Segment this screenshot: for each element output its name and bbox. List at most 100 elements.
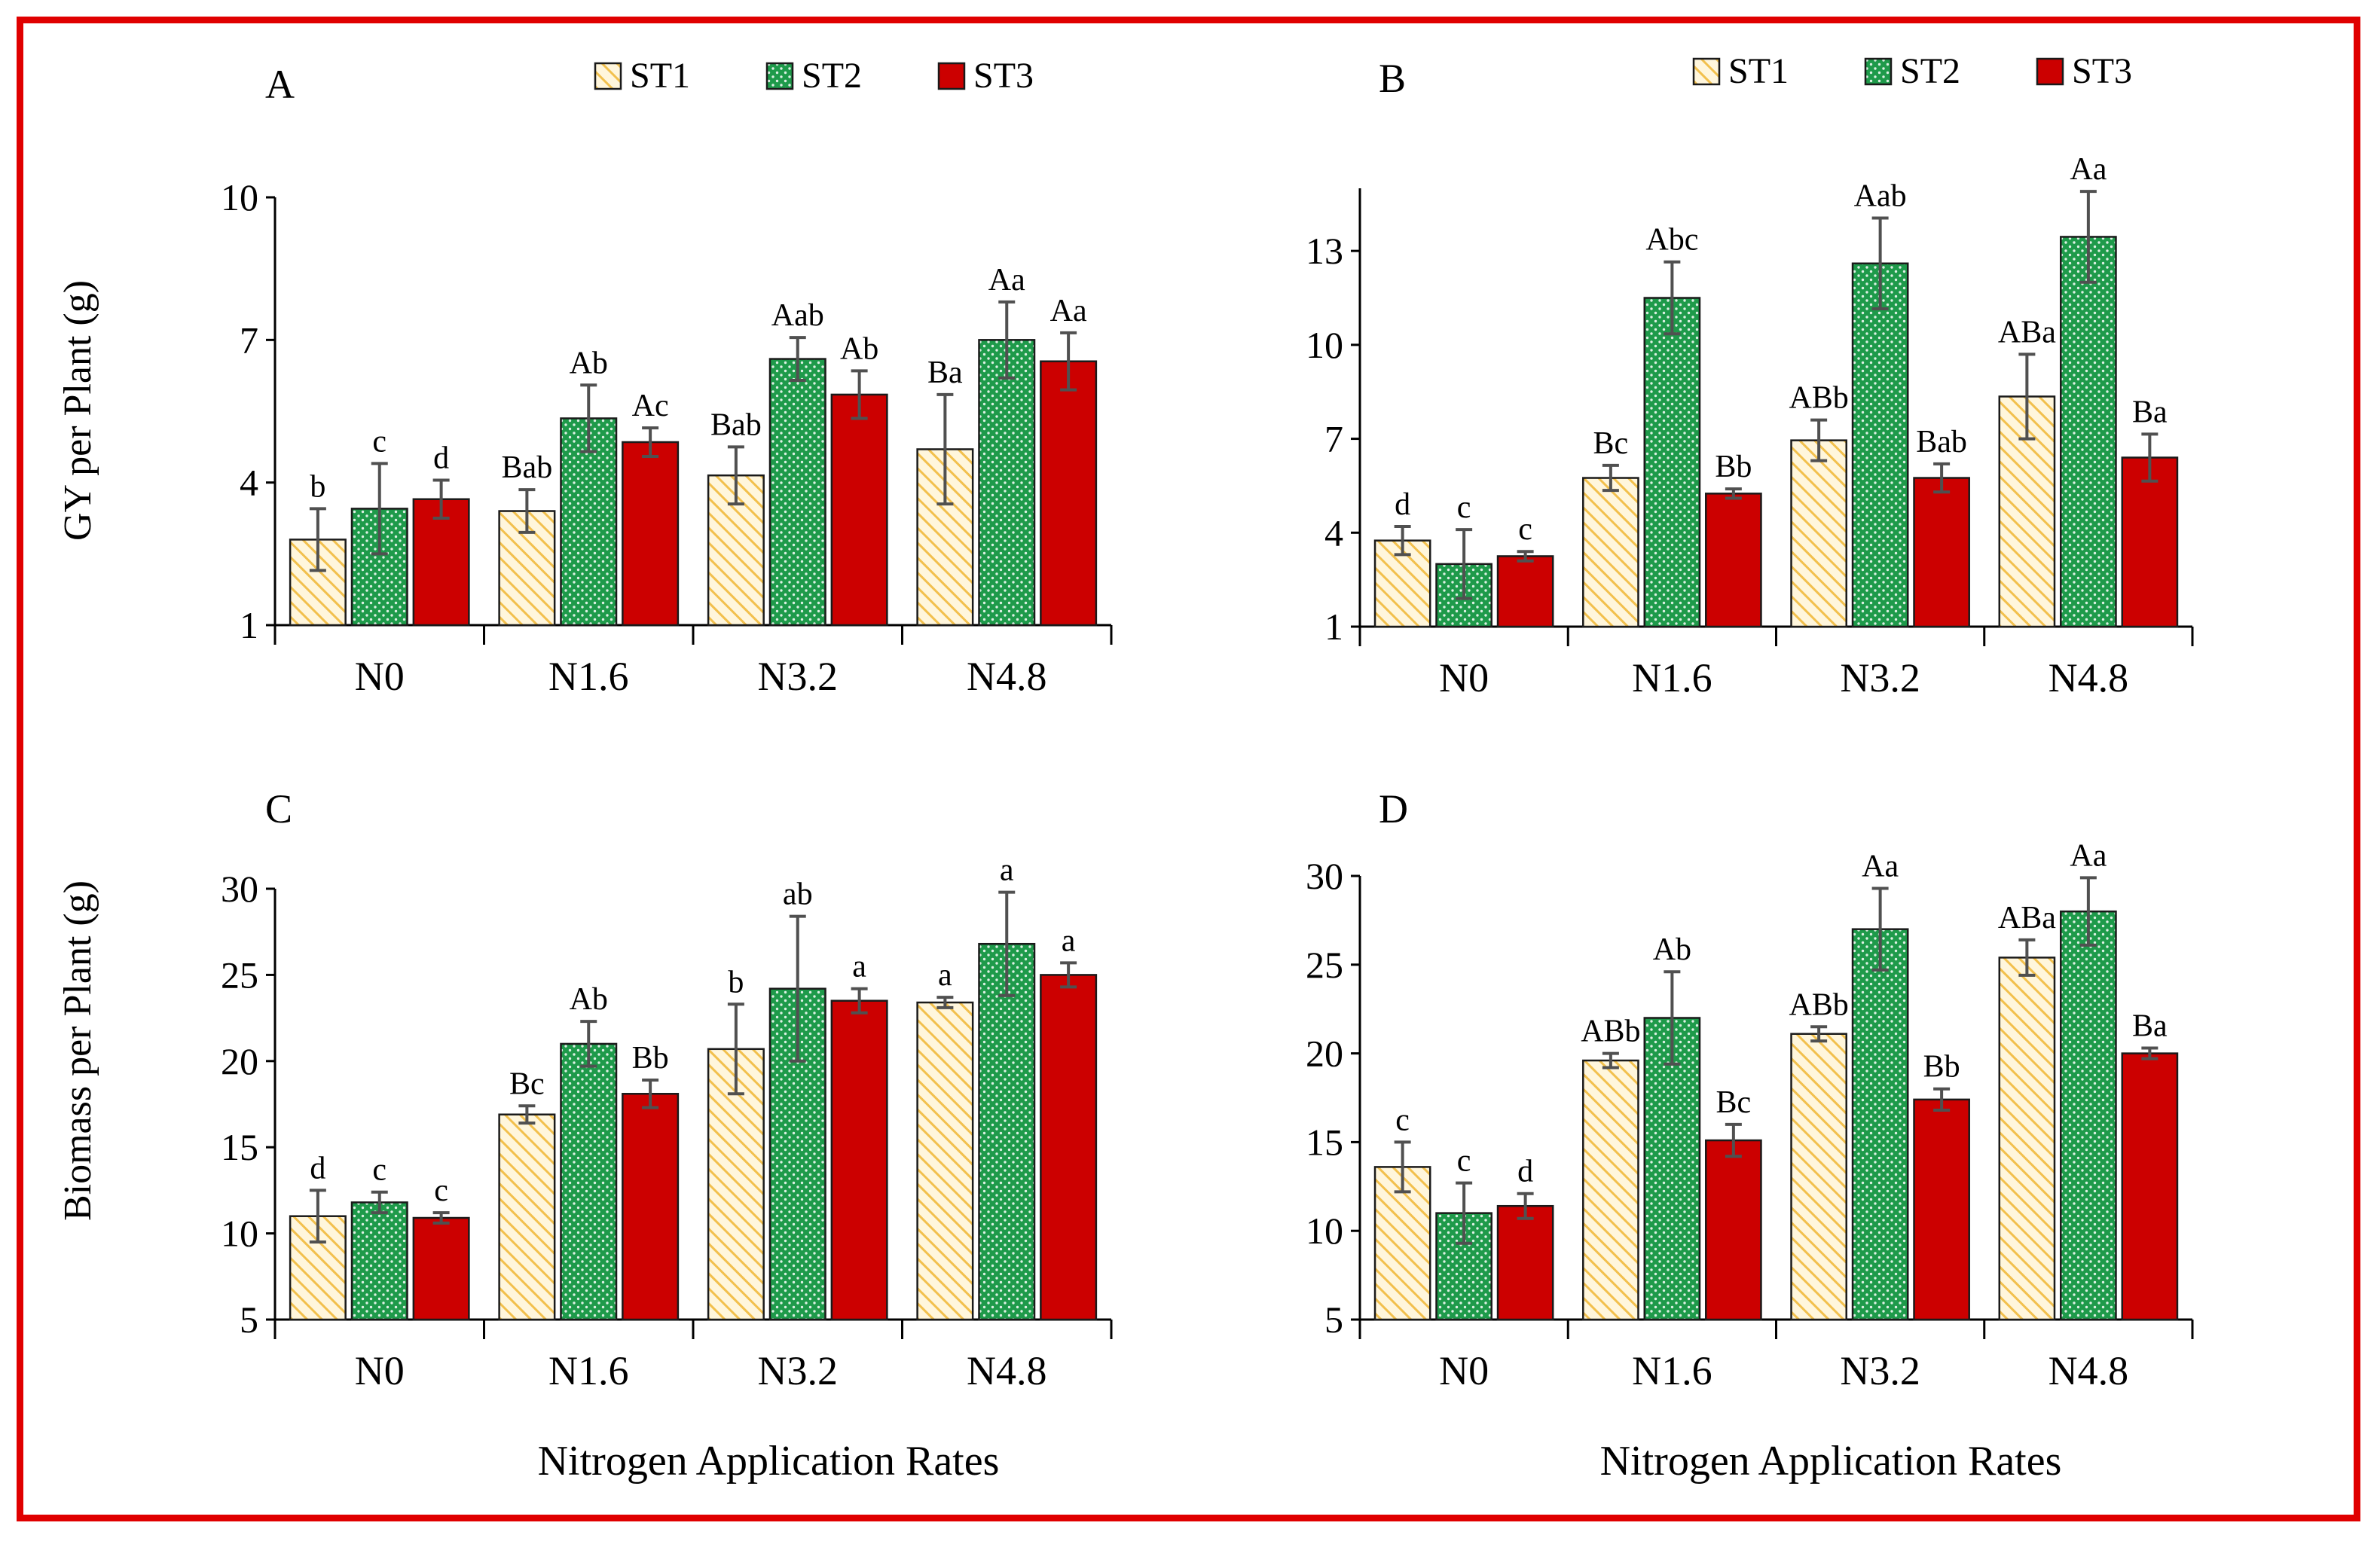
error-bar [1517,1192,1534,1220]
significance-label: Bb [1715,450,1752,484]
legend-swatch-st1 [594,62,622,90]
y-tick-label: 30 [221,868,258,910]
bar-st3-n0 [1496,1204,1554,1321]
bar-st2-n3-2 [1851,928,1909,1321]
error-bar [851,987,868,1015]
bar-st3-n1-6 [622,1093,680,1321]
bar-st3-n4-8 [2121,456,2179,628]
panel-C: C 5 10 15 20 25 30 N0 N1.6 N3.2 N4.8 d Bc b a c Ab ab a c Bb… [57,786,1113,1485]
x-tick-label: N0 [1439,1348,1489,1393]
error-bar [2141,432,2158,483]
significance-label: Aa [1050,294,1087,328]
y-tick-label: 15 [221,1126,258,1168]
significance-label: Aa [1862,849,1899,883]
y-tick-label: 4 [240,462,258,504]
error-bar [1394,524,1411,557]
x-axis-title: Nitrogen Application Rates [538,1438,1000,1485]
panel-label: C [265,786,292,832]
y-tick-label: 20 [221,1040,258,1082]
error-bar [1456,1181,1473,1245]
error-bar [998,300,1016,380]
error-bar [851,369,868,420]
error-bar [580,383,597,453]
error-bar [309,1189,326,1244]
significance-label: Ba [2132,1009,2168,1044]
legend: ST1 ST2 ST3 [1692,51,2132,91]
error-bar [371,462,388,556]
significance-label: Bb [632,1041,669,1076]
legend-swatch-st2 [1864,57,1893,86]
y-tick-label: 4 [1324,511,1343,554]
error-bar [1664,970,1681,1066]
significance-label: d [1517,1155,1533,1189]
significance-label: Aa [2070,152,2107,187]
significance-label: Bb [1923,1050,1960,1085]
error-bar [2141,1046,2158,1060]
error-bar [1602,463,1619,493]
x-tick-label: N3.2 [1840,1348,1920,1393]
significance-label: Aa [988,263,1025,298]
error-bar [1060,961,1077,989]
bar-st1-n3-2 [1790,439,1847,628]
error-bar [371,1190,388,1215]
y-tick-label: 5 [1324,1298,1343,1341]
panel-A: A 1 4 7 10 N0 N1.6 N3.2 N4.8 b Bab Bab Ba c Ab Aab Aa d Ac… [57,56,1113,699]
significance-label: Aab [1854,179,1907,213]
bar-st1-n3-2 [1790,1033,1847,1321]
significance-label: Ac [632,389,669,423]
legend-label: ST3 [2072,51,2132,91]
bar-st2-n3-2 [768,358,826,627]
x-tick-label: N3.2 [758,1348,839,1393]
bar-st3-n3-2 [830,999,888,1321]
legend: ST1 ST2 ST3 [594,56,1034,96]
error-bar [1602,1051,1619,1070]
bar-st1-n1-6 [498,1113,556,1321]
bar-st2-n1-6 [560,1042,618,1321]
error-bar [1725,487,1742,500]
bar-st2-n4-8 [978,942,1036,1321]
x-tick-label: N1.6 [548,1348,629,1393]
error-bar [936,392,954,506]
x-tick-label: N1.6 [548,654,629,699]
legend-label: ST2 [1900,51,1960,91]
error-bar [727,1002,744,1096]
bar-st2-n0 [350,1201,408,1321]
significance-label: b [310,469,325,504]
significance-label: Abc [1645,223,1698,258]
panel-label: A [265,62,295,107]
significance-label: c [1518,512,1532,547]
figure-border [17,17,2360,1521]
y-axis-title: GY per Plant (g) [57,280,99,541]
error-bar [642,426,659,458]
y-tick-label: 1 [240,604,258,646]
x-axis-title: Nitrogen Application Rates [1600,1438,2062,1485]
bar-st3-n0 [412,1216,470,1321]
x-tick-label: N0 [355,654,405,699]
error-bar [432,478,450,520]
significance-label: d [433,441,449,476]
legend-swatch-st1 [1692,57,1721,86]
bar-st2-n1-6 [1643,297,1701,628]
bar-st3-n4-8 [2121,1052,2179,1321]
x-tick-label: N3.2 [758,654,839,699]
significance-label: a [1000,853,1014,888]
significance-label: Ab [840,331,878,366]
error-bar [2079,190,2097,284]
bar-st3-n1-6 [1705,493,1762,628]
x-tick-label: N3.2 [1840,655,1920,700]
y-tick-label: 5 [240,1298,258,1341]
bar-st3-n0 [1496,555,1554,628]
significance-label: ABb [1789,381,1848,416]
x-tick-label: N0 [355,1348,405,1393]
panel-label: D [1379,786,1408,832]
bar-st3-n0 [412,498,470,627]
error-bar [2079,876,2097,947]
y-tick-label: 10 [221,176,258,218]
bar-st3-n3-2 [830,393,888,627]
significance-label: ABa [1998,315,2056,349]
error-bar [1933,462,1951,494]
error-bar [1871,886,1889,972]
significance-label: Bab [710,407,762,442]
significance-label: Ab [1653,932,1691,967]
legend-label: ST1 [630,56,690,96]
